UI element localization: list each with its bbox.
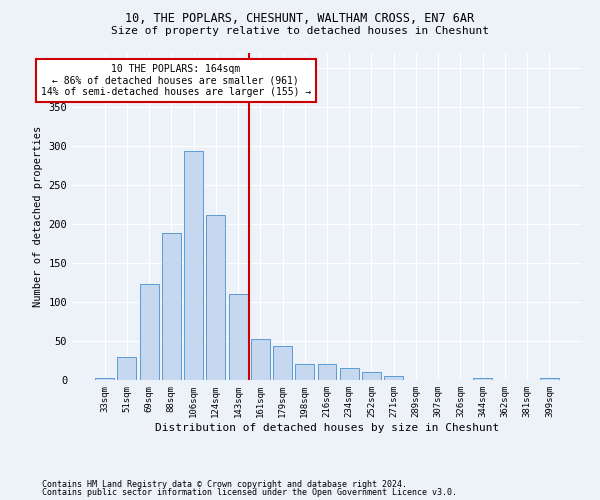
Y-axis label: Number of detached properties: Number of detached properties [33, 126, 43, 307]
X-axis label: Distribution of detached houses by size in Cheshunt: Distribution of detached houses by size … [155, 422, 499, 432]
Bar [295, 364, 314, 380]
Bar [229, 294, 248, 380]
Bar [317, 364, 337, 380]
Bar [384, 376, 403, 380]
Bar [95, 378, 114, 380]
Bar [273, 346, 292, 380]
Bar [251, 340, 270, 380]
Text: 10 THE POPLARS: 164sqm
← 86% of detached houses are smaller (961)
14% of semi-de: 10 THE POPLARS: 164sqm ← 86% of detached… [41, 64, 311, 98]
Bar [140, 284, 158, 380]
Bar [340, 368, 359, 380]
Bar [362, 372, 381, 380]
Bar [162, 232, 181, 380]
Text: 10, THE POPLARS, CHESHUNT, WALTHAM CROSS, EN7 6AR: 10, THE POPLARS, CHESHUNT, WALTHAM CROSS… [125, 12, 475, 26]
Bar [206, 216, 225, 380]
Bar [184, 151, 203, 380]
Text: Contains public sector information licensed under the Open Government Licence v3: Contains public sector information licen… [42, 488, 457, 497]
Bar [540, 378, 559, 380]
Text: Contains HM Land Registry data © Crown copyright and database right 2024.: Contains HM Land Registry data © Crown c… [42, 480, 407, 489]
Bar [118, 358, 136, 380]
Text: Size of property relative to detached houses in Cheshunt: Size of property relative to detached ho… [111, 26, 489, 36]
Bar [473, 378, 492, 380]
